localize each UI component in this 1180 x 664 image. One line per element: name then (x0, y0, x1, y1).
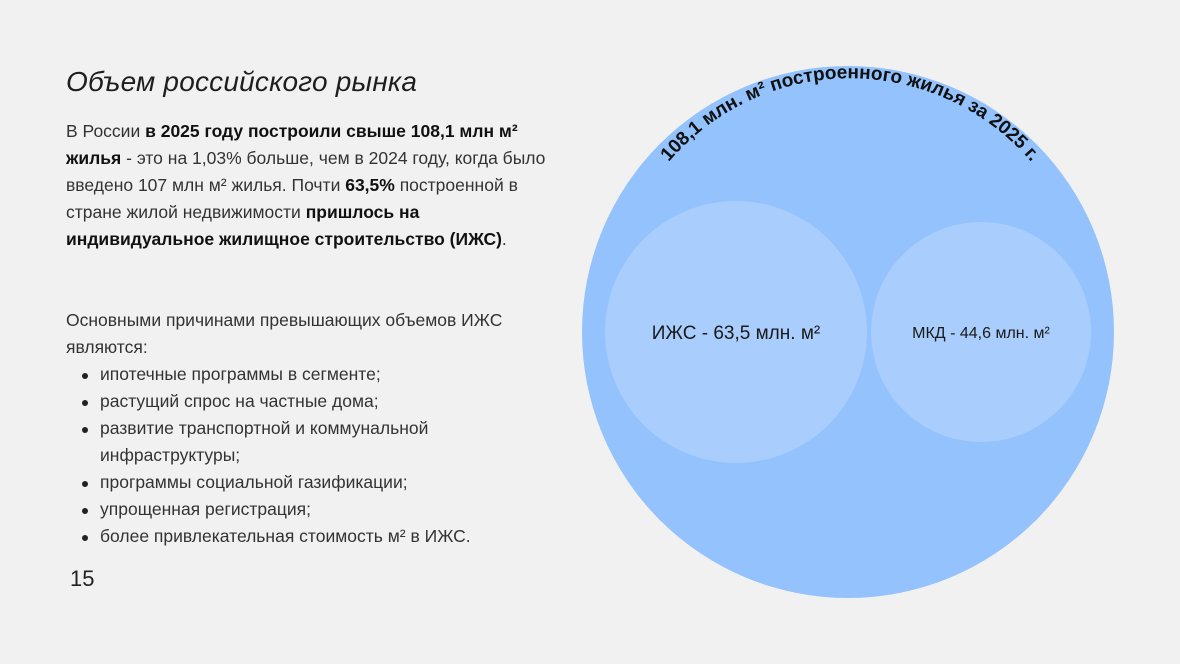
reason-item: более привлекательная стоимость м² в ИЖС… (80, 523, 500, 550)
intro-bold-1: в 2025 году построили свыше 108,1 млн м²… (66, 121, 518, 168)
intro-text-1: В России (66, 121, 146, 141)
ijs-label: ИЖС - 63,5 млн. м² (652, 323, 820, 344)
reasons-list: ипотечные программы в сегменте; растущий… (80, 361, 500, 550)
mkd-circle (871, 222, 1091, 442)
reason-item: развитие транспортной и коммунальной инф… (80, 415, 500, 469)
reasons-lead: Основными причинами превышающих объемов … (66, 310, 503, 357)
intro-paragraph: В России в 2025 году построили свыше 108… (66, 118, 556, 253)
intro-text-3: построенной в стране жилой недвижимости (66, 175, 518, 222)
reason-item: растущий спрос на частные дома; (80, 388, 500, 415)
reason-item: ипотечные программы в сегменте; (80, 361, 500, 388)
intro-text-2: - это на 1,03% больше, чем в 2024 году, … (66, 148, 546, 195)
mkd-label: МКД - 44,6 млн. м² (912, 325, 1050, 342)
slide-title: Объем российского рынка (66, 66, 418, 97)
intro-bold-2: 63,5% (345, 175, 395, 195)
intro-bold-3: пришлось на индивидуальное жилищное стро… (66, 202, 502, 249)
intro-text-4: . (501, 229, 507, 249)
reason-item: программы социальной газификации; (80, 469, 500, 496)
reason-item: упрощенная регистрация; (80, 496, 500, 523)
page-number: 15 (70, 566, 95, 591)
ijs-circle (605, 201, 867, 463)
